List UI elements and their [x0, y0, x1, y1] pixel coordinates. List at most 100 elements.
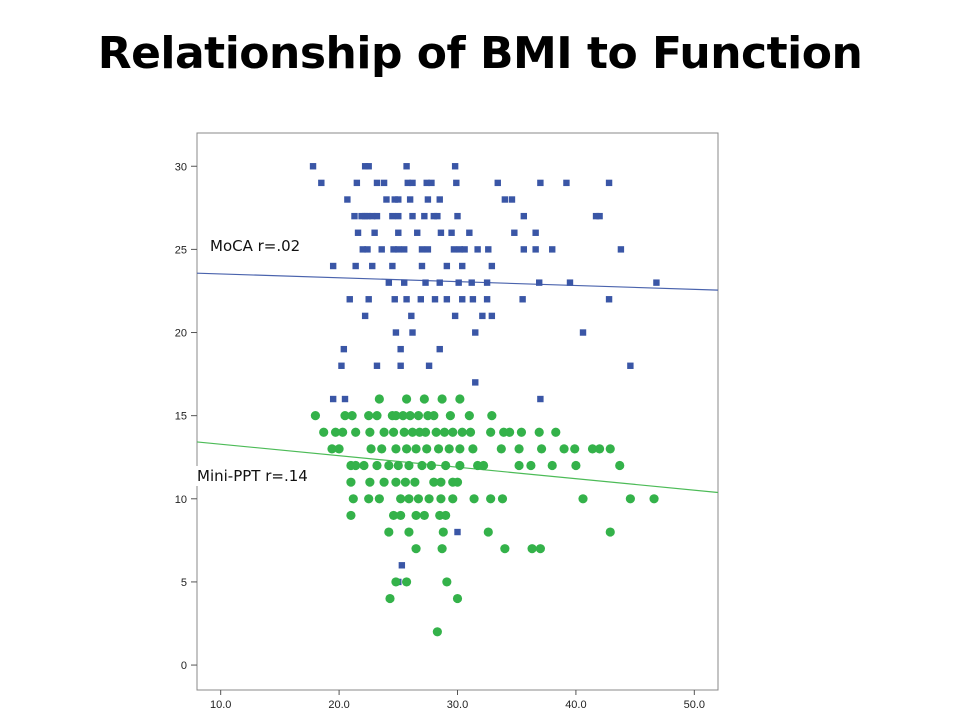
moca-point [537, 395, 544, 403]
moca-point [346, 296, 353, 303]
mini-ppt-point [438, 527, 448, 537]
x-tick-label: 30.0 [447, 699, 468, 711]
annotation-background [194, 466, 311, 486]
x-tick-label: 40.0 [565, 699, 586, 711]
moca-point [369, 262, 376, 270]
moca-point [329, 395, 337, 403]
mini-ppt-point [551, 427, 561, 437]
mini-ppt-point [445, 411, 455, 421]
mini-ppt-point [404, 460, 414, 471]
moca-point [443, 262, 451, 270]
moca-point [354, 229, 362, 236]
moca-point [466, 229, 473, 236]
moca-point [391, 196, 398, 203]
x-tick-label: 10.0 [210, 699, 231, 711]
moca-point [461, 246, 468, 253]
moca-point [472, 379, 479, 386]
moca-point [369, 212, 376, 220]
mini-ppt-point [514, 444, 524, 454]
mini-ppt-point [365, 477, 375, 487]
moca-point [401, 246, 408, 253]
mini-ppt-point [346, 510, 356, 521]
moca-point [409, 212, 416, 220]
moca-point [344, 196, 351, 203]
mini-ppt-point [487, 411, 497, 421]
moca-point [549, 246, 556, 253]
mini-ppt-point [452, 477, 463, 487]
moca-point [409, 179, 416, 187]
moca-point [592, 212, 600, 220]
mini-ppt-point [405, 411, 415, 421]
y-tick-label: 20 [175, 328, 187, 340]
moca-point [436, 279, 443, 286]
moca-point [398, 562, 406, 569]
mini-ppt-point [465, 427, 476, 437]
mini-ppt-point [437, 394, 447, 404]
mini-ppt-point [441, 460, 451, 471]
mini-ppt-point [469, 494, 479, 504]
mini-ppt-point [448, 494, 458, 504]
mini-ppt-point [372, 460, 382, 471]
mini-ppt-point [422, 444, 432, 454]
moca-point [395, 196, 402, 203]
moca-point [483, 279, 491, 286]
mini-ppt-point [605, 444, 615, 454]
mini-ppt-point [420, 427, 431, 437]
mini-ppt-point [401, 394, 412, 404]
mini-ppt-point [587, 444, 598, 454]
mini-ppt-point [384, 527, 394, 537]
y-tick-label: 10 [175, 494, 187, 506]
mini-ppt-point [468, 444, 478, 454]
moca-point [358, 212, 365, 220]
moca-point [397, 362, 404, 369]
mini-ppt-point [478, 460, 489, 471]
mini-ppt-point [348, 494, 358, 504]
mini-ppt-point [448, 427, 458, 437]
mini-ppt-point [455, 460, 465, 471]
moca-point [338, 362, 345, 369]
moca-point [479, 312, 486, 320]
mini-ppt-point [393, 460, 403, 471]
mini-ppt-point [411, 444, 421, 454]
moca-point [403, 296, 410, 303]
mini-ppt-point [391, 577, 401, 587]
mini-ppt-point [372, 411, 382, 421]
mini-ppt-point [625, 494, 635, 504]
mini-ppt-point [391, 444, 401, 454]
moca-point [494, 179, 501, 187]
mini-ppt-point [437, 544, 447, 554]
moca-point [468, 279, 475, 286]
moca-point [483, 296, 491, 303]
mini-ppt-point [319, 427, 329, 437]
moca-point [563, 179, 570, 187]
moca-point [520, 212, 528, 220]
mini-ppt-point [441, 510, 451, 521]
mini-ppt-point [413, 411, 424, 421]
mini-ppt-point [407, 427, 418, 437]
moca-point [352, 262, 359, 270]
mini-ppt-point [399, 427, 409, 437]
mini-ppt-point [439, 427, 450, 437]
mini-ppt-point [401, 444, 412, 454]
moca-point [519, 296, 526, 303]
mini-ppt-point [486, 427, 496, 437]
moca-point [456, 246, 464, 253]
mini-ppt-point [351, 460, 361, 471]
mini-ppt-point [391, 411, 401, 421]
moca-point [536, 279, 543, 286]
moca-point [421, 212, 428, 220]
moca-point [389, 262, 396, 270]
mini-ppt-point [535, 544, 545, 554]
mini-ppt-point [452, 593, 463, 604]
mini-ppt-point [505, 427, 515, 437]
moca-point [605, 296, 613, 303]
y-tick-label: 25 [175, 244, 187, 256]
moca-point [309, 163, 317, 170]
mini-ppt-point [379, 427, 389, 437]
moca-point [409, 329, 416, 336]
mini-ppt-point [536, 444, 547, 454]
moca-point [373, 212, 381, 220]
mini-ppt-point [497, 494, 508, 504]
moca-point [329, 262, 337, 270]
